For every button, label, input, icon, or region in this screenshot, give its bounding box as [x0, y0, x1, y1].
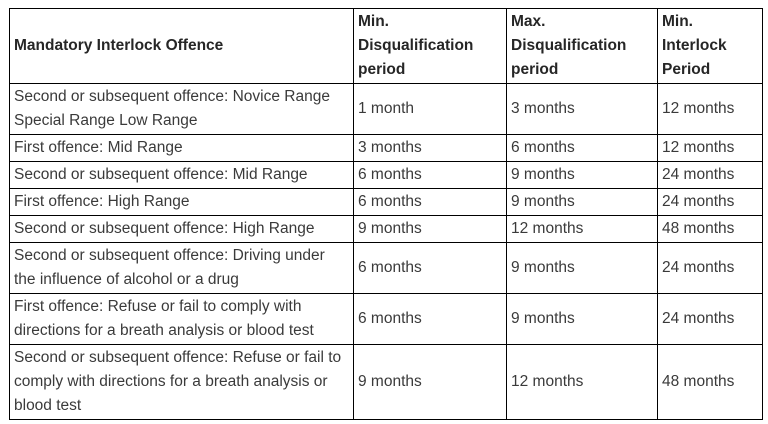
cell-offence: Second or subsequent offence: Refuse or … — [9, 344, 354, 420]
cell-min-disqualification: 1 month — [353, 83, 507, 135]
table-row: Second or subsequent offence: Mid Range … — [9, 161, 763, 189]
cell-min-disqualification: 6 months — [353, 188, 507, 216]
table-row: Second or subsequent offence: High Range… — [9, 215, 763, 243]
cell-min-disqualification: 9 months — [353, 344, 507, 420]
cell-min-disqualification: 6 months — [353, 161, 507, 189]
cell-min-disqualification: 9 months — [353, 215, 507, 243]
table-header-row: Mandatory Interlock Offence Min. Disqual… — [9, 8, 763, 84]
cell-min-disqualification: 6 months — [353, 293, 507, 345]
header-max-disqualification: Max. Disqualification period — [506, 8, 658, 84]
cell-offence: Second or subsequent offence: Novice Ran… — [9, 83, 354, 135]
header-min-disqualification: Min. Disqualification period — [353, 8, 507, 84]
cell-min-disqualification: 3 months — [353, 134, 507, 162]
cell-min-interlock: 48 months — [657, 344, 763, 420]
cell-offence: First offence: Mid Range — [9, 134, 354, 162]
table-row: First offence: High Range 6 months 9 mon… — [9, 188, 763, 216]
cell-offence: First offence: High Range — [9, 188, 354, 216]
cell-min-interlock: 24 months — [657, 161, 763, 189]
table-row: Second or subsequent offence: Driving un… — [9, 242, 763, 294]
table-row: Second or subsequent offence: Novice Ran… — [9, 83, 763, 135]
header-min-interlock: Min. Interlock Period — [657, 8, 763, 84]
cell-offence: First offence: Refuse or fail to comply … — [9, 293, 354, 345]
table-row: First offence: Refuse or fail to comply … — [9, 293, 763, 345]
cell-min-interlock: 12 months — [657, 134, 763, 162]
cell-max-disqualification: 9 months — [506, 188, 658, 216]
header-offence: Mandatory Interlock Offence — [9, 8, 354, 84]
table-row: Second or subsequent offence: Refuse or … — [9, 344, 763, 420]
cell-min-interlock: 24 months — [657, 293, 763, 345]
mandatory-interlock-table: Mandatory Interlock Offence Min. Disqual… — [9, 8, 763, 420]
cell-max-disqualification: 12 months — [506, 215, 658, 243]
cell-min-disqualification: 6 months — [353, 242, 507, 294]
cell-max-disqualification: 9 months — [506, 293, 658, 345]
cell-max-disqualification: 3 months — [506, 83, 658, 135]
table-row: First offence: Mid Range 3 months 6 mont… — [9, 134, 763, 162]
cell-offence: Second or subsequent offence: Mid Range — [9, 161, 354, 189]
cell-offence: Second or subsequent offence: Driving un… — [9, 242, 354, 294]
cell-max-disqualification: 9 months — [506, 161, 658, 189]
cell-min-interlock: 24 months — [657, 188, 763, 216]
cell-max-disqualification: 6 months — [506, 134, 658, 162]
cell-min-interlock: 48 months — [657, 215, 763, 243]
cell-min-interlock: 12 months — [657, 83, 763, 135]
cell-max-disqualification: 12 months — [506, 344, 658, 420]
cell-min-interlock: 24 months — [657, 242, 763, 294]
cell-max-disqualification: 9 months — [506, 242, 658, 294]
cell-offence: Second or subsequent offence: High Range — [9, 215, 354, 243]
